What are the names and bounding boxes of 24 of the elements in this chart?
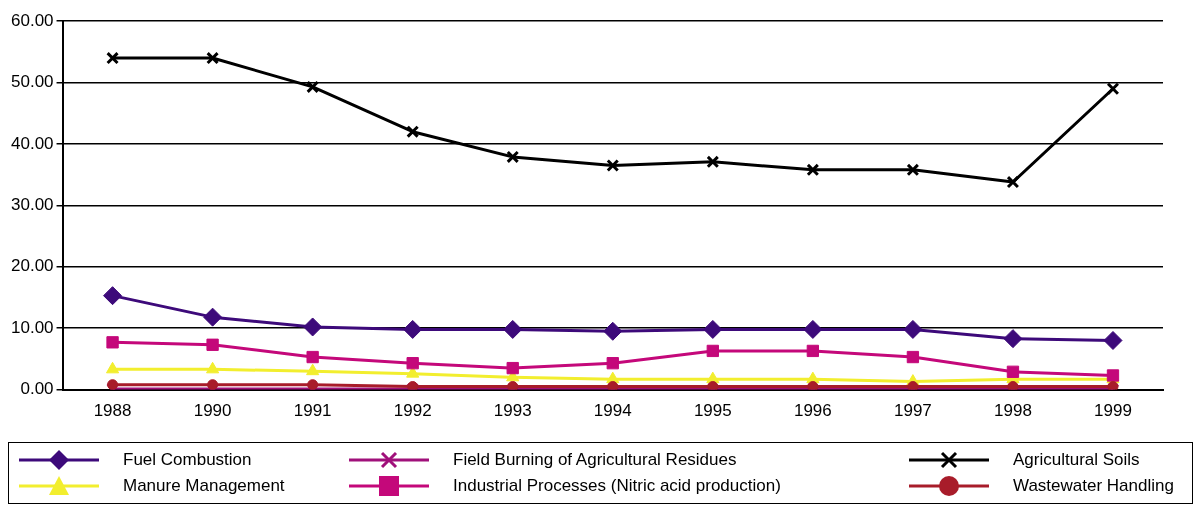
x-tick-label: 1996: [793, 401, 832, 421]
legend-label: Fuel Combustion: [123, 450, 252, 470]
legend-label: Field Burning of Agricultural Residues: [453, 450, 737, 470]
x-tick-label: 1992: [393, 401, 432, 421]
x-tick-label: 1995: [693, 401, 732, 421]
x-tick-label: 1999: [1094, 401, 1132, 421]
x-tick-label: 1994: [593, 401, 632, 421]
y-tick-label: 20.00: [10, 256, 54, 276]
y-tick-label: 40.00: [10, 133, 54, 153]
x-tick-label: 1998: [994, 401, 1032, 421]
x-tick-label: 1988: [93, 401, 132, 421]
legend-label: Industrial Processes (Nitric acid production): [453, 476, 781, 496]
y-tick-label: 60.00: [10, 10, 54, 30]
x-tick-label: 1993: [493, 401, 532, 421]
y-tick-label: 0.00: [20, 379, 54, 399]
x-tick-label: 1997: [893, 401, 932, 421]
y-tick-label: 10.00: [10, 317, 54, 337]
x-tick-label: 1990: [193, 401, 232, 421]
legend-label: Manure Management: [123, 476, 285, 496]
y-tick-label: 30.00: [10, 195, 54, 215]
y-tick-label: 50.00: [10, 72, 54, 92]
legend-label: Agricultural Soils: [1013, 450, 1140, 470]
x-tick-label: 1991: [293, 401, 332, 421]
legend-label: Wastewater Handling: [1013, 476, 1174, 496]
